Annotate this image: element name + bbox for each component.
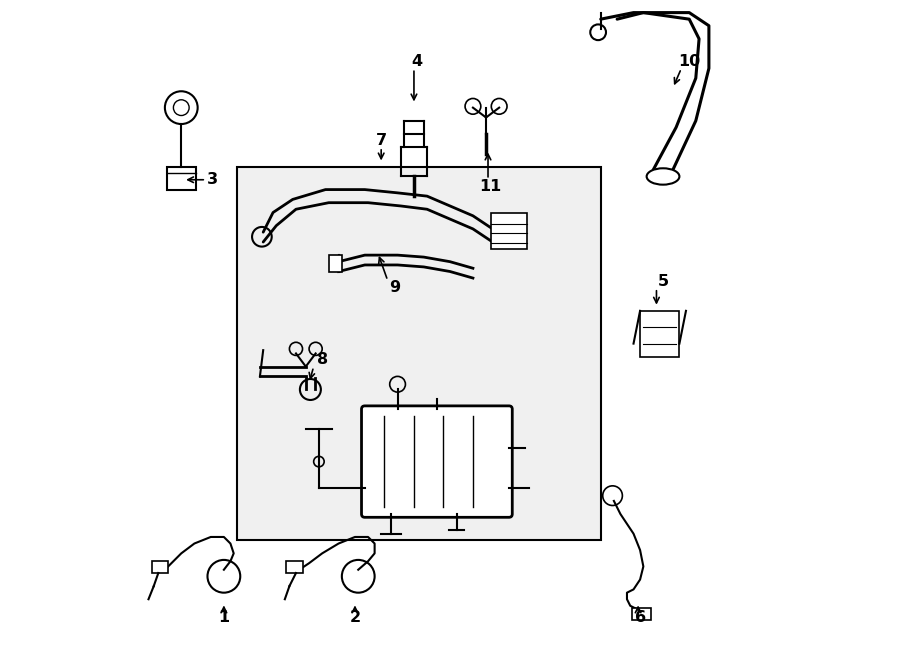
Bar (286, 561, 302, 573)
Bar (237, 167, 601, 540)
Text: 1: 1 (219, 610, 230, 625)
Bar (152, 561, 168, 573)
Text: 6: 6 (634, 610, 645, 625)
Text: 5: 5 (658, 274, 669, 289)
Text: 4: 4 (411, 54, 423, 69)
Text: 10: 10 (678, 54, 700, 69)
Text: 9: 9 (389, 280, 400, 295)
Text: 2: 2 (349, 610, 361, 625)
FancyBboxPatch shape (362, 406, 512, 518)
Text: 7: 7 (375, 133, 387, 148)
Ellipse shape (646, 169, 680, 184)
Text: 11: 11 (480, 179, 502, 194)
Text: 8: 8 (317, 352, 328, 368)
Bar (640, 311, 680, 357)
Bar (328, 255, 342, 272)
Bar (632, 608, 651, 620)
Text: 3: 3 (207, 173, 219, 187)
Bar (491, 213, 526, 249)
